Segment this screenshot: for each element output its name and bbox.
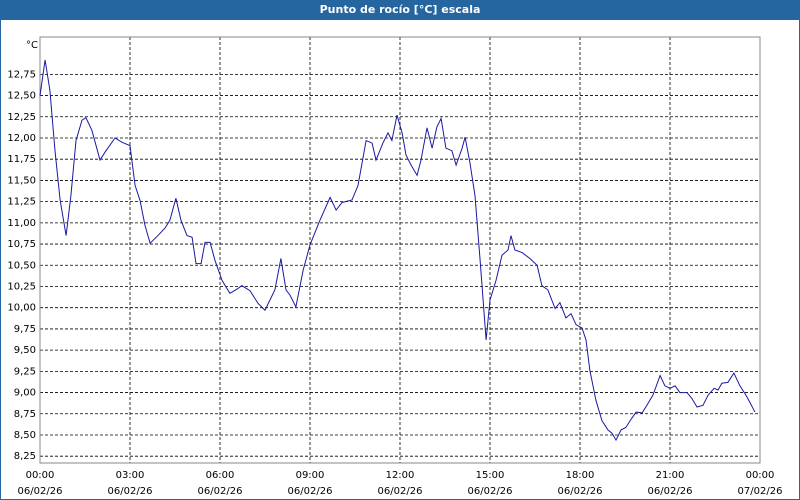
x-tick-label: 03:00 (116, 470, 145, 481)
x-tick-label: 15:00 (476, 470, 505, 481)
y-tick-label: 11,75 (7, 154, 36, 165)
x-tick-date: 06/02/26 (648, 486, 693, 497)
x-tick-date: 06/02/26 (288, 486, 333, 497)
y-tick-label: 12,25 (7, 112, 36, 123)
y-tick-label: 10,25 (7, 281, 36, 292)
x-tick-date: 06/02/26 (558, 486, 603, 497)
data-line (39, 59, 756, 442)
x-tick-date: 07/02/26 (738, 486, 783, 497)
x-tick-date: 06/02/26 (108, 486, 153, 497)
y-tick-label: 8,25 (14, 451, 36, 462)
y-tick-label: 9,75 (14, 324, 36, 335)
y-tick-label: 12,00 (7, 133, 36, 144)
y-tick-label: 8,75 (14, 409, 36, 420)
x-tick-label: 00:00 (746, 470, 775, 481)
x-tick-label: 12:00 (386, 470, 415, 481)
y-tick-label: 9,00 (14, 388, 36, 399)
y-tick-label: 10,50 (7, 260, 36, 271)
x-tick-label: 21:00 (656, 470, 685, 481)
y-tick-label: 11,50 (7, 175, 36, 186)
chart-title: Punto de rocío [°C] escala (320, 3, 481, 16)
title-bar (0, 0, 800, 20)
plot-border (39, 36, 761, 464)
y-tick-label: 11,25 (7, 197, 36, 208)
y-tick-label: 12,50 (7, 91, 36, 102)
y-tick-label: 9,50 (14, 345, 36, 356)
x-tick-date: 06/02/26 (468, 486, 513, 497)
x-tick-label: 09:00 (296, 470, 325, 481)
y-unit-label: °C (26, 40, 38, 51)
x-tick-label: 18:00 (566, 470, 595, 481)
x-tick-label: 06:00 (206, 470, 235, 481)
x-tick-date: 06/02/26 (198, 486, 243, 497)
x-tick-date: 06/02/26 (18, 486, 63, 497)
y-tick-label: 8,50 (14, 430, 36, 441)
y-tick-label: 12,75 (7, 69, 36, 80)
y-tick-label: 10,00 (7, 303, 36, 314)
y-tick-label: 9,25 (14, 366, 36, 377)
y-tick-label: 10,75 (7, 239, 36, 250)
x-tick-date: 06/02/26 (378, 486, 423, 497)
y-tick-label: 11,00 (7, 218, 36, 229)
x-tick-label: 00:00 (26, 470, 55, 481)
